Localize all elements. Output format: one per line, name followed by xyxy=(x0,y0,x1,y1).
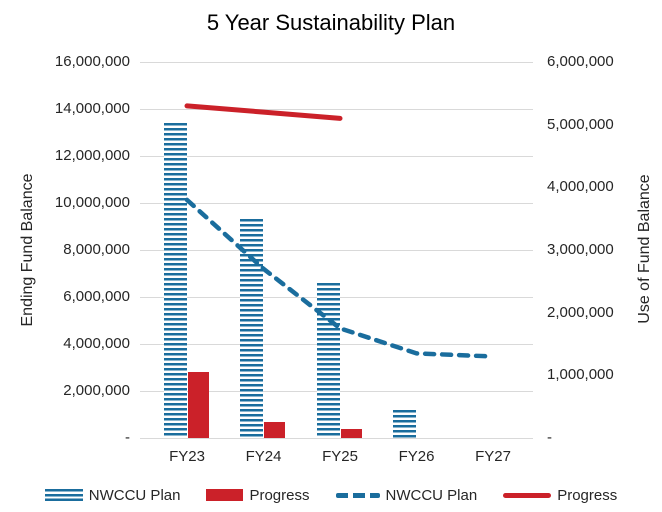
left-axis-tick-label: 10,000,000 xyxy=(54,194,130,211)
legend: NWCCU Plan Progress NWCCU Plan Progress xyxy=(0,484,662,506)
legend-dashed-line-swatch xyxy=(335,492,380,498)
gridline xyxy=(140,61,533,63)
right-axis-tick-label: 2,000,000 xyxy=(547,303,614,321)
legend-label: NWCCU Plan xyxy=(88,486,181,504)
left-axis-tick-label: 8,000,000 xyxy=(63,241,130,258)
left-axis-tick-label: 12,000,000 xyxy=(54,147,130,164)
gridline xyxy=(140,108,533,110)
line-nwccu-plan xyxy=(184,197,496,359)
right-axis-tick-label: 6,000,000 xyxy=(547,53,614,70)
bar-nwccu-plan-fy25 xyxy=(316,282,340,438)
left-axis-tick-label: 6,000,000 xyxy=(63,288,130,305)
left-axis-tick-label: 16,000,000 xyxy=(54,53,130,70)
x-axis-label-fy25: FY25 xyxy=(322,448,358,465)
x-axis-label-fy23: FY23 xyxy=(169,448,205,465)
bar-progress-fy23 xyxy=(187,372,209,438)
left-axis-tick-label: 4,000,000 xyxy=(63,335,130,352)
bar-progress-fy24 xyxy=(264,421,285,438)
bar-progress-fy25 xyxy=(340,428,362,438)
legend-label: NWCCU Plan xyxy=(385,486,478,504)
right-axis-tick-label: - xyxy=(547,429,552,446)
legend-item-nwccu-plan: NWCCU Plan xyxy=(44,486,181,504)
left-axis-tick-label: 14,000,000 xyxy=(54,100,130,117)
legend-item-progress: Progress xyxy=(503,487,617,504)
legend-striped-bar-swatch xyxy=(44,489,83,501)
legend-label: Progress xyxy=(249,486,310,504)
legend-solid-bar-swatch xyxy=(206,489,244,501)
legend-item-nwccu-plan: NWCCU Plan xyxy=(335,486,478,504)
right-axis-tick-label: 1,000,000 xyxy=(547,366,614,384)
right-axis-tick-label: 5,000,000 xyxy=(547,115,614,133)
bar-nwccu-plan-fy24 xyxy=(240,219,263,438)
legend-solid-line-swatch xyxy=(503,492,552,498)
bar-nwccu-plan-fy23 xyxy=(163,123,187,438)
x-axis-label-fy24: FY24 xyxy=(245,448,282,465)
right-axis-tick-label: 4,000,000 xyxy=(547,178,614,196)
gridline xyxy=(140,249,533,251)
left-axis-tick-label: 2,000,000 xyxy=(63,382,130,399)
gridline xyxy=(140,202,533,204)
bar-nwccu-plan-fy26 xyxy=(393,409,416,438)
chart-title: 5 Year Sustainability Plan xyxy=(206,10,456,35)
left-axis-tick-label: - xyxy=(125,429,130,446)
legend-item-progress: Progress xyxy=(206,486,310,504)
legend-label: Progress xyxy=(557,486,618,504)
gridline xyxy=(140,155,533,157)
x-axis-label-fy27: FY27 xyxy=(475,448,511,465)
x-axis-label-fy26: FY26 xyxy=(398,448,435,465)
gridline xyxy=(140,437,533,439)
right-axis-tick-label: 3,000,000 xyxy=(547,241,614,258)
